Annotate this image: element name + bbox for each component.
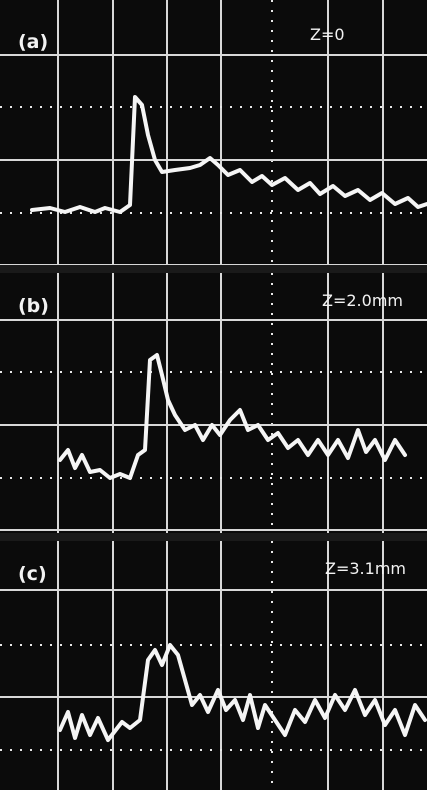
trace: [58, 643, 427, 742]
panel-divider: [0, 265, 427, 273]
panel-label: (c): [18, 563, 47, 585]
z-position: Z=2.0mm: [322, 291, 403, 310]
z-position: Z=3.1mm: [325, 559, 406, 578]
z-position: Z=0: [310, 25, 345, 44]
trace: [58, 353, 407, 480]
panel-divider: [0, 533, 427, 541]
panel-label: (a): [18, 31, 48, 53]
panel-label: (b): [18, 295, 49, 317]
trace: [30, 95, 427, 214]
